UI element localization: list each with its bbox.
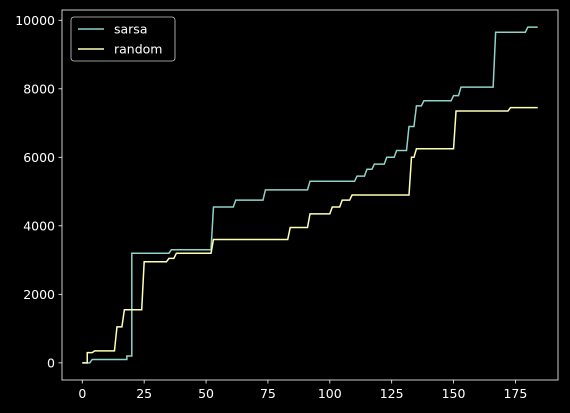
y-tick-label: 2000 <box>23 287 55 302</box>
x-tick-label: 150 <box>442 386 466 401</box>
legend: sarsa random <box>71 17 175 61</box>
y-tick-label: 4000 <box>23 218 55 233</box>
plot-frame <box>62 10 558 380</box>
y-tick-label: 6000 <box>23 150 55 165</box>
series-line-sarsa <box>82 27 537 363</box>
series-line-random <box>82 108 537 363</box>
x-tick-label: 25 <box>136 386 152 401</box>
y-tick-label: 10000 <box>15 13 55 28</box>
x-tick-label: 50 <box>198 386 214 401</box>
legend-label-sarsa: sarsa <box>114 22 147 37</box>
x-tick-label: 175 <box>503 386 527 401</box>
x-tick-label: 125 <box>380 386 404 401</box>
y-tick-label: 8000 <box>23 81 55 96</box>
y-axis: 0 2000 4000 6000 8000 10000 <box>15 13 62 371</box>
x-axis: 0 25 50 75 100 125 150 175 <box>78 380 527 401</box>
x-tick-label: 75 <box>260 386 276 401</box>
series-layer <box>82 27 537 363</box>
x-tick-label: 0 <box>78 386 86 401</box>
y-tick-label: 0 <box>47 355 55 370</box>
x-tick-label: 100 <box>318 386 342 401</box>
legend-label-random: random <box>114 42 162 57</box>
